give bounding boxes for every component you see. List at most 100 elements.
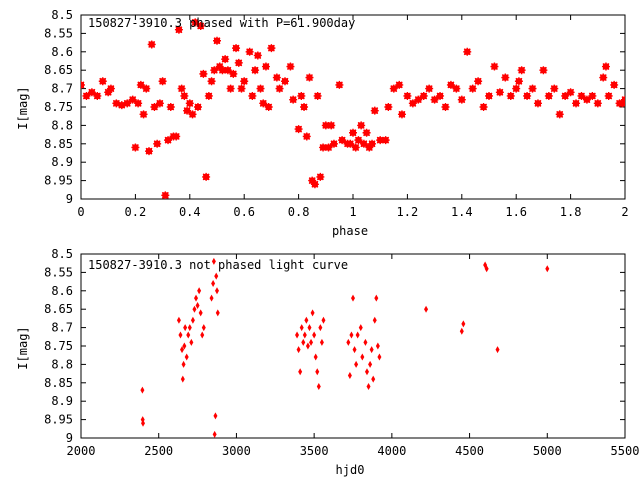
data-point [506, 91, 515, 100]
data-point [81, 80, 85, 89]
data-point [360, 353, 365, 361]
data-point [201, 324, 206, 332]
data-point [145, 147, 153, 156]
phased-data-points [81, 18, 625, 199]
data-point [221, 55, 230, 64]
data-point [237, 84, 246, 93]
data-point [479, 103, 488, 111]
data-point [253, 51, 262, 60]
x-tick-label: 3500 [300, 444, 329, 458]
y-tick-label: 8.75 [44, 100, 73, 114]
data-point [484, 265, 489, 273]
data-point [245, 47, 254, 56]
data-point [281, 77, 289, 86]
unphased-y-ticks: 8.5 8.55 8.6 8.65 8.7 8.75 8.8 8.85 8.9 8.95 9 [44, 247, 625, 445]
data-point [183, 324, 188, 332]
data-point [381, 136, 390, 145]
data-point [305, 73, 314, 82]
data-point [459, 327, 464, 335]
data-point [419, 91, 428, 100]
data-point [194, 294, 199, 302]
phased-x-axis-label: phase [332, 224, 368, 238]
x-tick-label: 0.2 [125, 205, 147, 219]
data-point [301, 338, 306, 346]
data-point [218, 66, 227, 75]
y-tick-label: 8.9 [51, 394, 73, 408]
data-point [599, 73, 608, 82]
data-point [310, 180, 319, 189]
data-point [164, 136, 173, 145]
x-tick-label: 2500 [144, 444, 173, 458]
data-point [123, 99, 132, 108]
data-point [495, 346, 500, 354]
x-tick-label: 1 [349, 205, 356, 219]
data-point [259, 99, 268, 108]
x-tick-label: 1.4 [451, 205, 473, 219]
y-tick-label: 8.8 [51, 118, 73, 132]
data-point [365, 143, 374, 152]
data-point [150, 103, 159, 111]
x-tick-label: 2 [621, 205, 628, 219]
unphased-x-axis-label: hjd0 [336, 463, 365, 477]
data-point [305, 342, 310, 350]
data-point [582, 95, 591, 104]
data-point [139, 110, 148, 119]
data-point [369, 346, 374, 354]
data-point [403, 91, 412, 100]
phased-plot-title: 150827-3910.3 phased with P=61.900day [88, 16, 355, 30]
data-point [232, 44, 241, 53]
data-point [180, 375, 185, 383]
data-point [181, 360, 186, 368]
data-point [539, 66, 548, 75]
data-point [370, 106, 379, 115]
data-point [313, 91, 322, 100]
data-point [446, 80, 455, 89]
phased-y-axis-label: I[mag] [16, 86, 30, 129]
data-point [312, 331, 317, 339]
data-point [327, 121, 336, 130]
data-point [604, 91, 613, 100]
data-point [195, 302, 200, 310]
data-point [155, 99, 164, 108]
y-tick-label: 8.65 [44, 63, 73, 77]
data-point [178, 331, 183, 339]
y-tick-label: 8.8 [51, 357, 73, 371]
data-point [309, 338, 314, 346]
data-point [485, 91, 493, 100]
data-point [315, 368, 320, 376]
x-tick-label: 0 [77, 205, 84, 219]
data-point [199, 69, 208, 78]
data-point [213, 412, 218, 420]
data-point [153, 139, 162, 148]
data-point [98, 77, 107, 86]
data-point [316, 172, 325, 181]
unphased-plot-title: 150827-3910.3 not phased light curve [88, 258, 348, 272]
data-point [304, 316, 309, 324]
data-point [490, 62, 499, 71]
data-point [514, 77, 523, 86]
data-point [211, 279, 216, 287]
data-point [359, 139, 368, 148]
y-tick-label: 8.65 [44, 302, 73, 316]
data-point [354, 136, 363, 145]
data-point [196, 22, 205, 31]
data-point [436, 91, 445, 100]
x-tick-label: 3000 [222, 444, 251, 458]
data-point [384, 103, 393, 111]
data-point [374, 294, 379, 302]
x-tick-label: 0.8 [288, 205, 310, 219]
y-tick-label: 8.95 [44, 413, 73, 427]
y-tick-label: 8.5 [51, 247, 73, 261]
data-point [211, 257, 216, 265]
data-point [601, 62, 610, 71]
data-point [297, 91, 306, 100]
unphased-plot-frame [80, 253, 626, 439]
data-point [545, 265, 550, 273]
data-point [147, 40, 156, 49]
data-point [351, 143, 360, 152]
x-tick-label: 1.2 [397, 205, 419, 219]
data-point [134, 99, 143, 108]
data-point [395, 80, 404, 89]
data-point [452, 84, 461, 93]
data-point [300, 103, 309, 111]
